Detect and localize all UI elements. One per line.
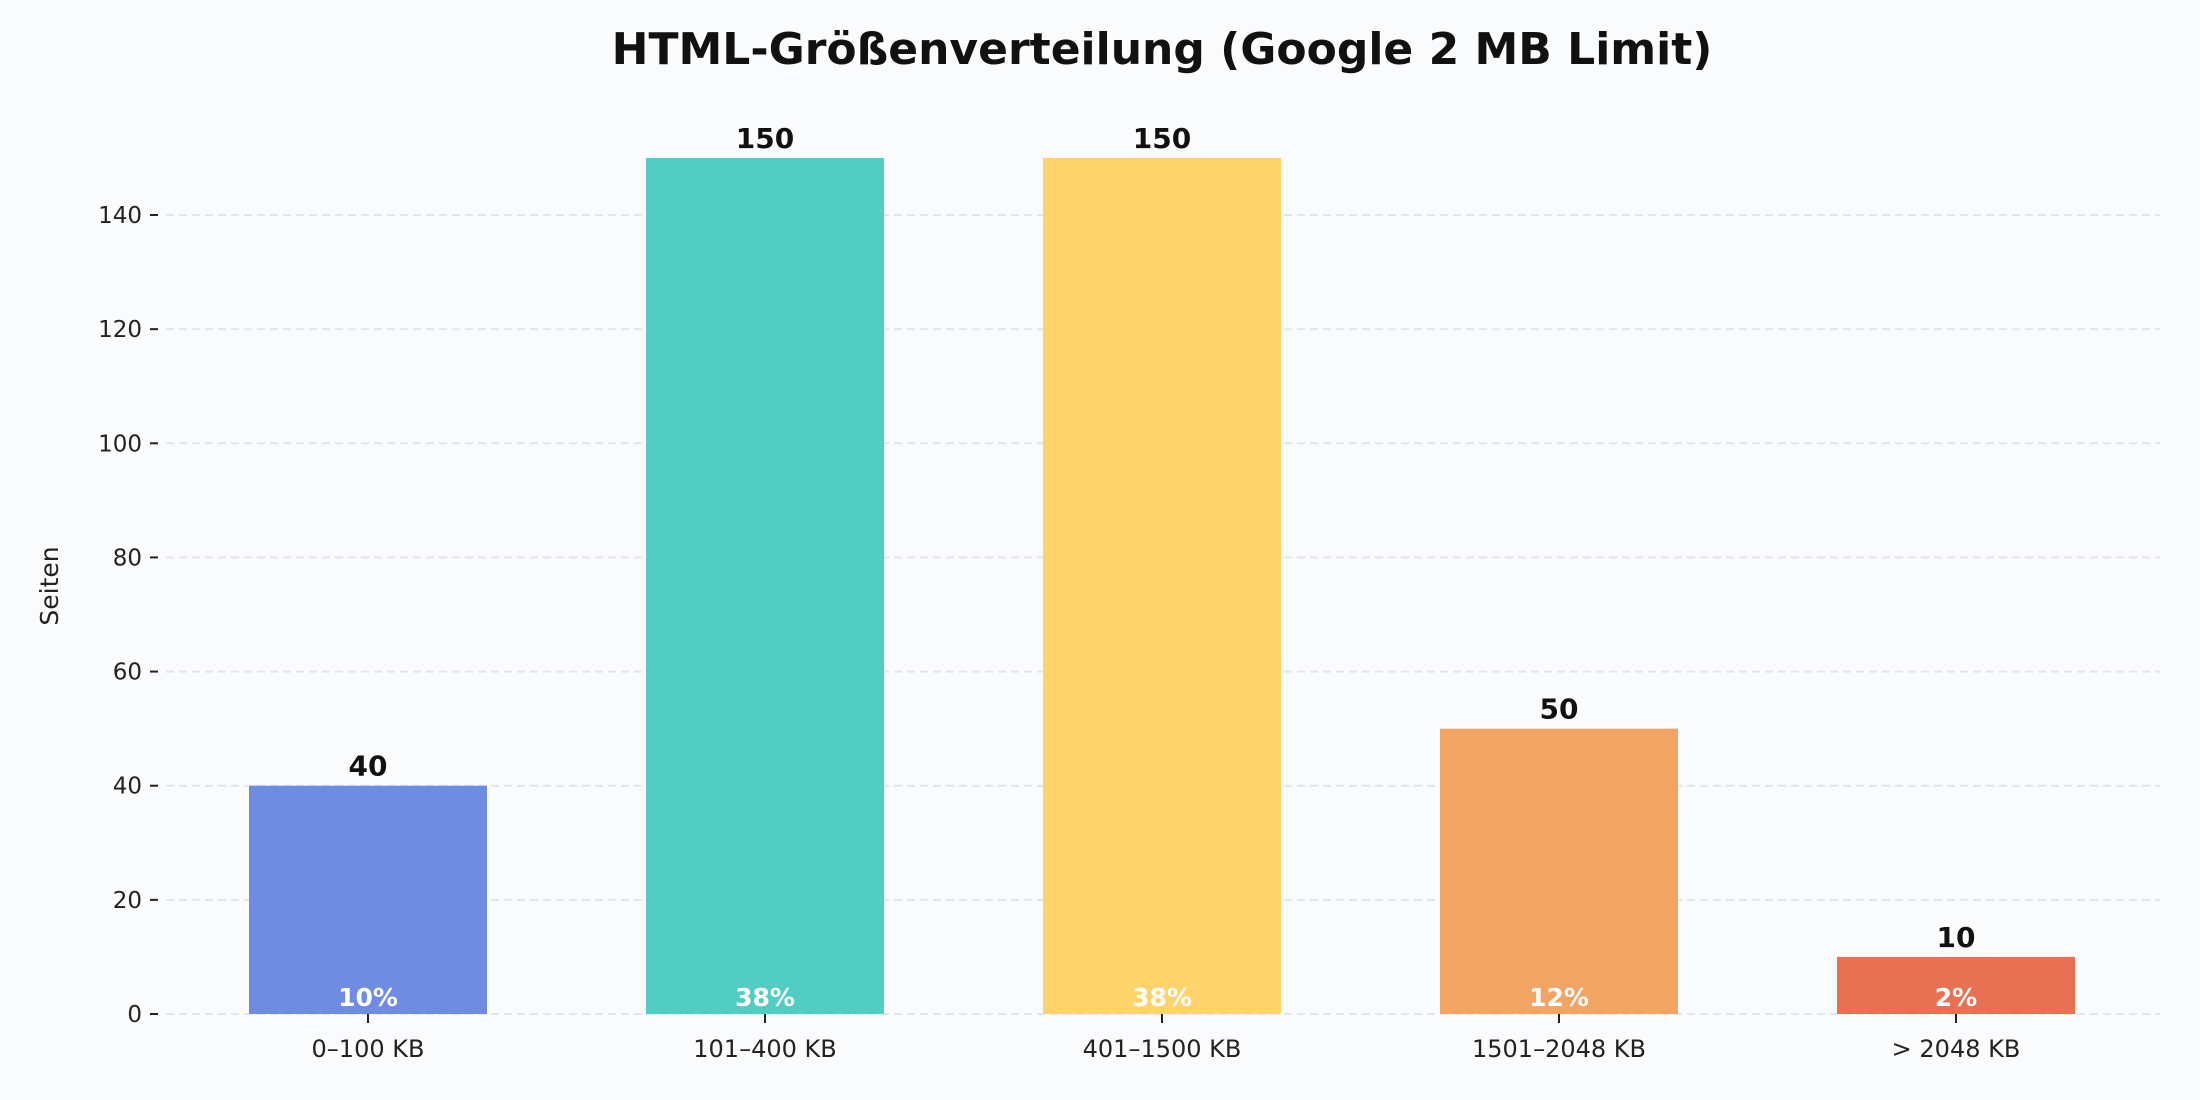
percent-label: 2% — [1935, 983, 1977, 1012]
percent-label: 10% — [338, 983, 398, 1012]
chart-title: HTML-Größenverteilung (Google 2 MB Limit… — [612, 24, 1713, 75]
y-tick-label: 20 — [113, 888, 142, 914]
y-tick-label: 40 — [113, 774, 142, 800]
value-label: 150 — [1133, 122, 1191, 155]
y-tick-label: 80 — [113, 545, 142, 571]
y-tick-label: 140 — [98, 203, 142, 229]
x-tick-label: 1501–2048 KB — [1472, 1035, 1646, 1063]
x-tick-label: 0–100 KB — [312, 1035, 425, 1063]
x-tick-label: > 2048 KB — [1892, 1035, 2021, 1063]
bar — [1837, 956, 2075, 1014]
x-tick-label: 401–1500 KB — [1083, 1035, 1242, 1063]
value-label: 40 — [349, 750, 388, 783]
bar — [249, 785, 487, 1014]
y-axis-label: Seiten — [35, 546, 64, 625]
y-tick-label: 120 — [98, 317, 142, 343]
percent-label: 12% — [1529, 983, 1589, 1012]
y-tick-label: 0 — [127, 1002, 142, 1028]
x-tick-label: 101–400 KB — [693, 1035, 836, 1063]
bar — [646, 157, 884, 1014]
percent-label: 38% — [1132, 983, 1192, 1012]
percent-label: 38% — [735, 983, 795, 1012]
value-label: 10 — [1937, 921, 1976, 954]
value-label: 150 — [736, 122, 794, 155]
bar — [1440, 728, 1678, 1014]
y-tick-label: 100 — [98, 431, 142, 457]
y-tick-label: 60 — [113, 660, 142, 686]
value-label: 50 — [1540, 693, 1579, 726]
bar — [1043, 157, 1281, 1014]
